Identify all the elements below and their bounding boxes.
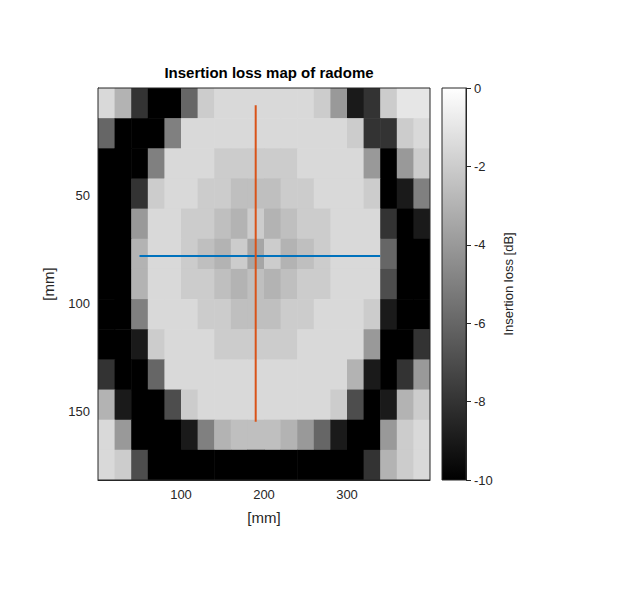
svg-text:[mm]: [mm] bbox=[40, 267, 57, 300]
svg-text:150: 150 bbox=[68, 404, 90, 419]
svg-text:-10: -10 bbox=[474, 473, 493, 488]
svg-text:300: 300 bbox=[336, 487, 358, 502]
svg-text:-4: -4 bbox=[474, 237, 486, 252]
svg-text:Insertion loss [dB]: Insertion loss [dB] bbox=[501, 232, 516, 335]
svg-text:-6: -6 bbox=[474, 316, 486, 331]
svg-text:Insertion loss map of radome: Insertion loss map of radome bbox=[164, 64, 373, 81]
svg-text:[mm]: [mm] bbox=[247, 509, 280, 526]
svg-text:100: 100 bbox=[170, 487, 192, 502]
svg-text:100: 100 bbox=[68, 296, 90, 311]
svg-text:50: 50 bbox=[76, 188, 90, 203]
svg-text:-8: -8 bbox=[474, 394, 486, 409]
svg-text:-2: -2 bbox=[474, 159, 486, 174]
svg-text:200: 200 bbox=[253, 487, 275, 502]
svg-text:0: 0 bbox=[474, 81, 481, 96]
